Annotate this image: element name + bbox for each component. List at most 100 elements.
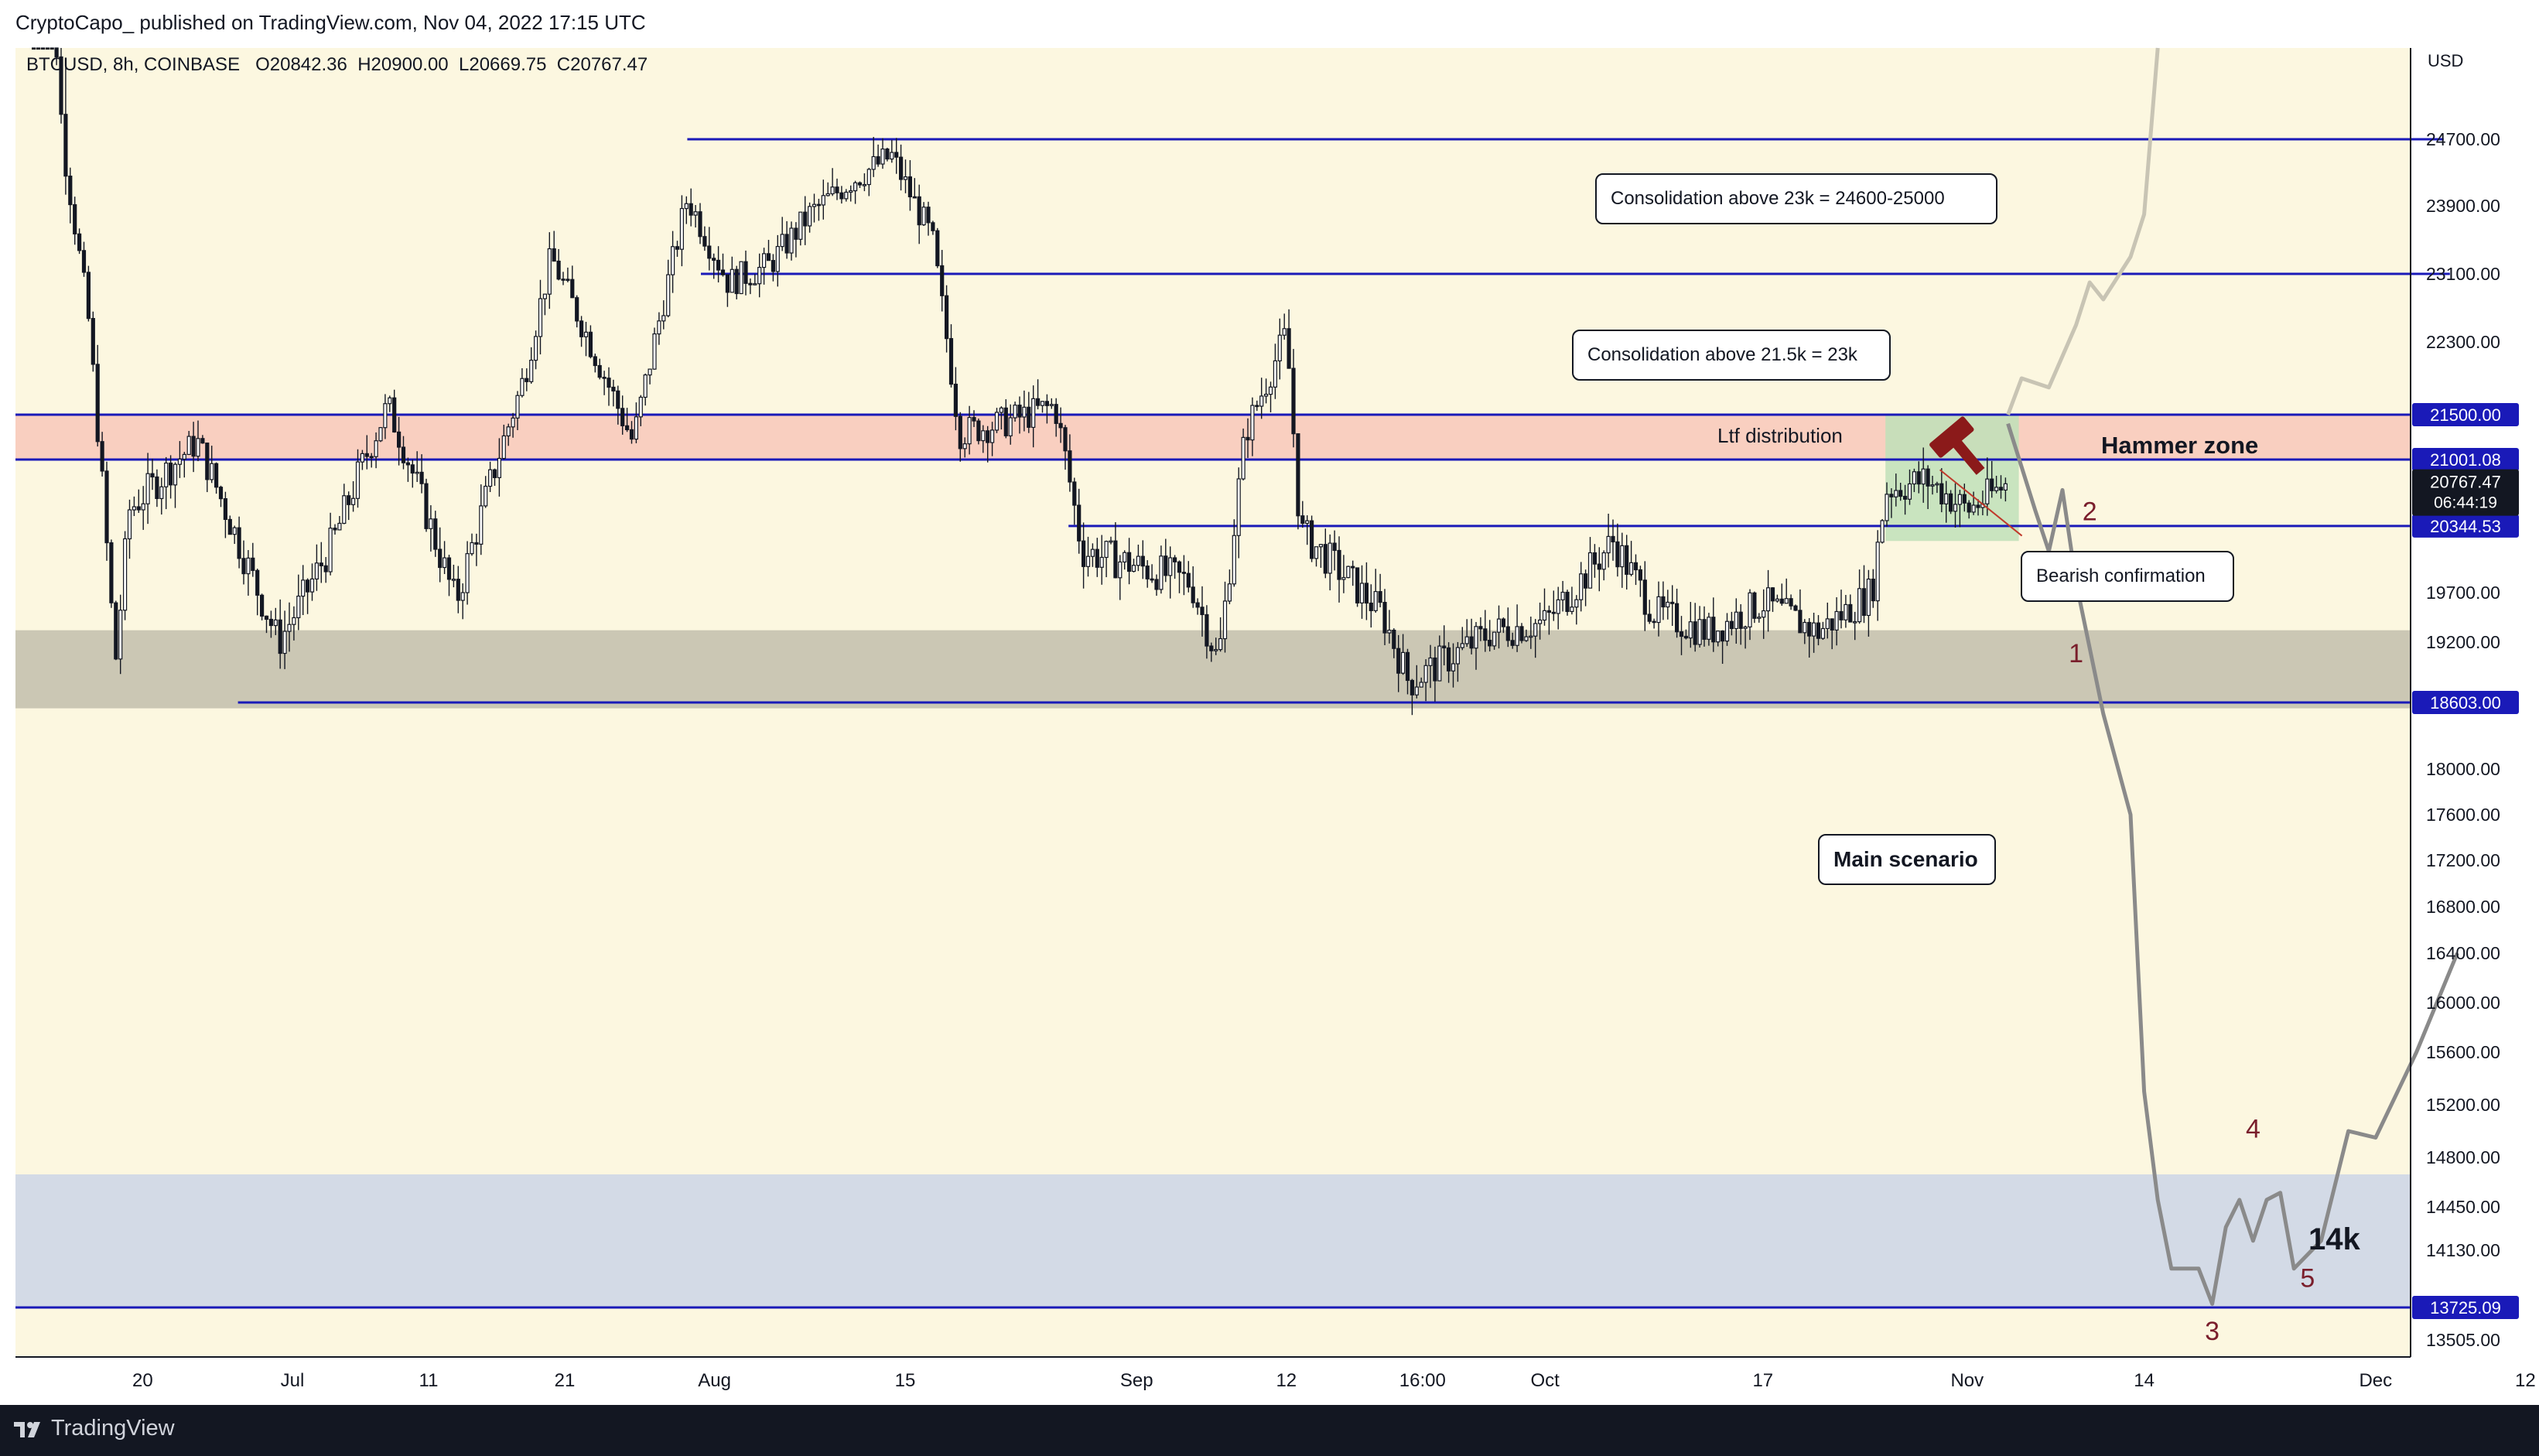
price-tick-3: 22300.00 — [2426, 332, 2500, 352]
wave-label-2: 2 — [2083, 497, 2097, 527]
candle-body — [1930, 484, 1935, 487]
candle-body — [880, 148, 885, 165]
candle-body — [853, 182, 858, 192]
candle-body — [355, 461, 361, 499]
candle-body — [323, 565, 328, 572]
candle-body — [1505, 626, 1510, 641]
candle-body — [1587, 552, 1593, 589]
candle-body — [1574, 599, 1579, 608]
candle-body — [337, 522, 342, 531]
candle-body — [319, 562, 323, 566]
candle-body — [273, 619, 278, 627]
candle-body — [205, 443, 210, 480]
candle-body — [1803, 621, 1807, 634]
candle-body — [1976, 504, 1980, 508]
candle-body — [59, 56, 63, 115]
candle-body — [1990, 478, 1994, 491]
candle-body — [784, 234, 789, 254]
candle-body — [1255, 405, 1259, 408]
candle-body — [743, 261, 748, 284]
candle-body — [679, 207, 685, 250]
candle-body — [1222, 600, 1228, 640]
time-ticks: 20 Jul 11 21 Aug 15 Sep 12 16:00 Oct 17 Nov 14 Dec 12 — [132, 1370, 2536, 1391]
candle-body — [1793, 605, 1798, 611]
candle-body — [1551, 611, 1556, 614]
candle-body — [1579, 573, 1584, 600]
wave-labels: 1 2 3 4 5 — [2069, 497, 2315, 1346]
candle-body — [1766, 587, 1771, 612]
candle-body — [698, 211, 702, 238]
candle-body — [446, 557, 452, 580]
candle-body — [1697, 619, 1702, 645]
candle-body — [1451, 663, 1456, 672]
candle-body — [1382, 601, 1387, 634]
candle-body — [1853, 620, 1857, 624]
candle-body — [807, 206, 812, 227]
projection-alt-path — [2006, 47, 2160, 415]
time-tick-13: Dec — [2359, 1370, 2392, 1391]
candle-body — [1232, 535, 1236, 585]
time-tick-7: 12 — [1276, 1370, 1297, 1391]
candle-body — [246, 557, 251, 575]
candle-body — [465, 553, 470, 593]
candle-body — [570, 279, 575, 299]
candle-body — [566, 279, 570, 282]
candle-body — [1355, 567, 1360, 603]
candle-body — [986, 430, 990, 443]
candle-body — [118, 610, 123, 660]
candle-body — [223, 498, 227, 520]
candle-body — [123, 538, 128, 611]
candle-body — [232, 527, 237, 535]
candle-body — [1894, 490, 1898, 497]
candle-body — [907, 176, 913, 197]
candle-body — [1533, 623, 1538, 637]
price-chart[interactable]: 24700.00 23900.00 23100.00 22300.00 19700.00… — [0, 0, 2539, 1405]
candle-body — [1341, 576, 1346, 580]
candle-body — [648, 368, 652, 376]
candle-body — [374, 440, 378, 457]
candle-body — [1716, 631, 1721, 643]
time-tick-8: 16:00 — [1399, 1370, 1446, 1391]
candle-body — [1150, 578, 1154, 581]
candle-body — [1314, 546, 1319, 559]
candle-body — [1126, 552, 1132, 572]
candle-body — [1396, 648, 1401, 674]
candle-body — [1136, 555, 1141, 566]
candle-body — [1515, 626, 1519, 646]
candle-body — [1962, 494, 1967, 504]
candle-body — [638, 396, 643, 418]
candle-body — [1939, 483, 1944, 504]
candle-body — [1437, 645, 1442, 682]
time-tick-2: 11 — [419, 1370, 439, 1391]
candle-body — [1410, 679, 1415, 696]
candle-body — [849, 190, 853, 193]
candle-body — [73, 203, 77, 234]
candle-body — [86, 272, 91, 320]
candle-body — [689, 203, 693, 216]
candle-body — [191, 436, 196, 457]
candle-body — [1164, 555, 1168, 576]
time-scale[interactable] — [15, 1357, 2411, 1403]
candle-body — [693, 211, 698, 216]
candle-body — [780, 234, 784, 248]
candle-body — [405, 462, 411, 466]
candle-body — [1510, 640, 1515, 646]
candle-body — [1209, 645, 1214, 651]
zone-target — [15, 1174, 2411, 1307]
candle-body — [1611, 535, 1615, 543]
candle-body — [1392, 629, 1396, 649]
candle-body — [1159, 555, 1164, 590]
candle-body — [159, 486, 164, 500]
candle-body — [1537, 619, 1543, 624]
candle-body — [132, 506, 136, 511]
price-badge-text-0: 21500.00 — [2430, 405, 2501, 425]
candle-body — [1085, 555, 1091, 567]
candle-body — [1478, 626, 1483, 630]
candle-body — [1273, 360, 1278, 388]
candle-body — [958, 415, 962, 449]
candle-body — [1633, 562, 1639, 571]
symbol-ohlc: BTCUSD, 8h, COINBASE O20842.36 H20900.00… — [26, 54, 648, 76]
candle-body — [511, 417, 515, 428]
candle-body — [871, 156, 876, 170]
candle-body — [533, 336, 538, 361]
